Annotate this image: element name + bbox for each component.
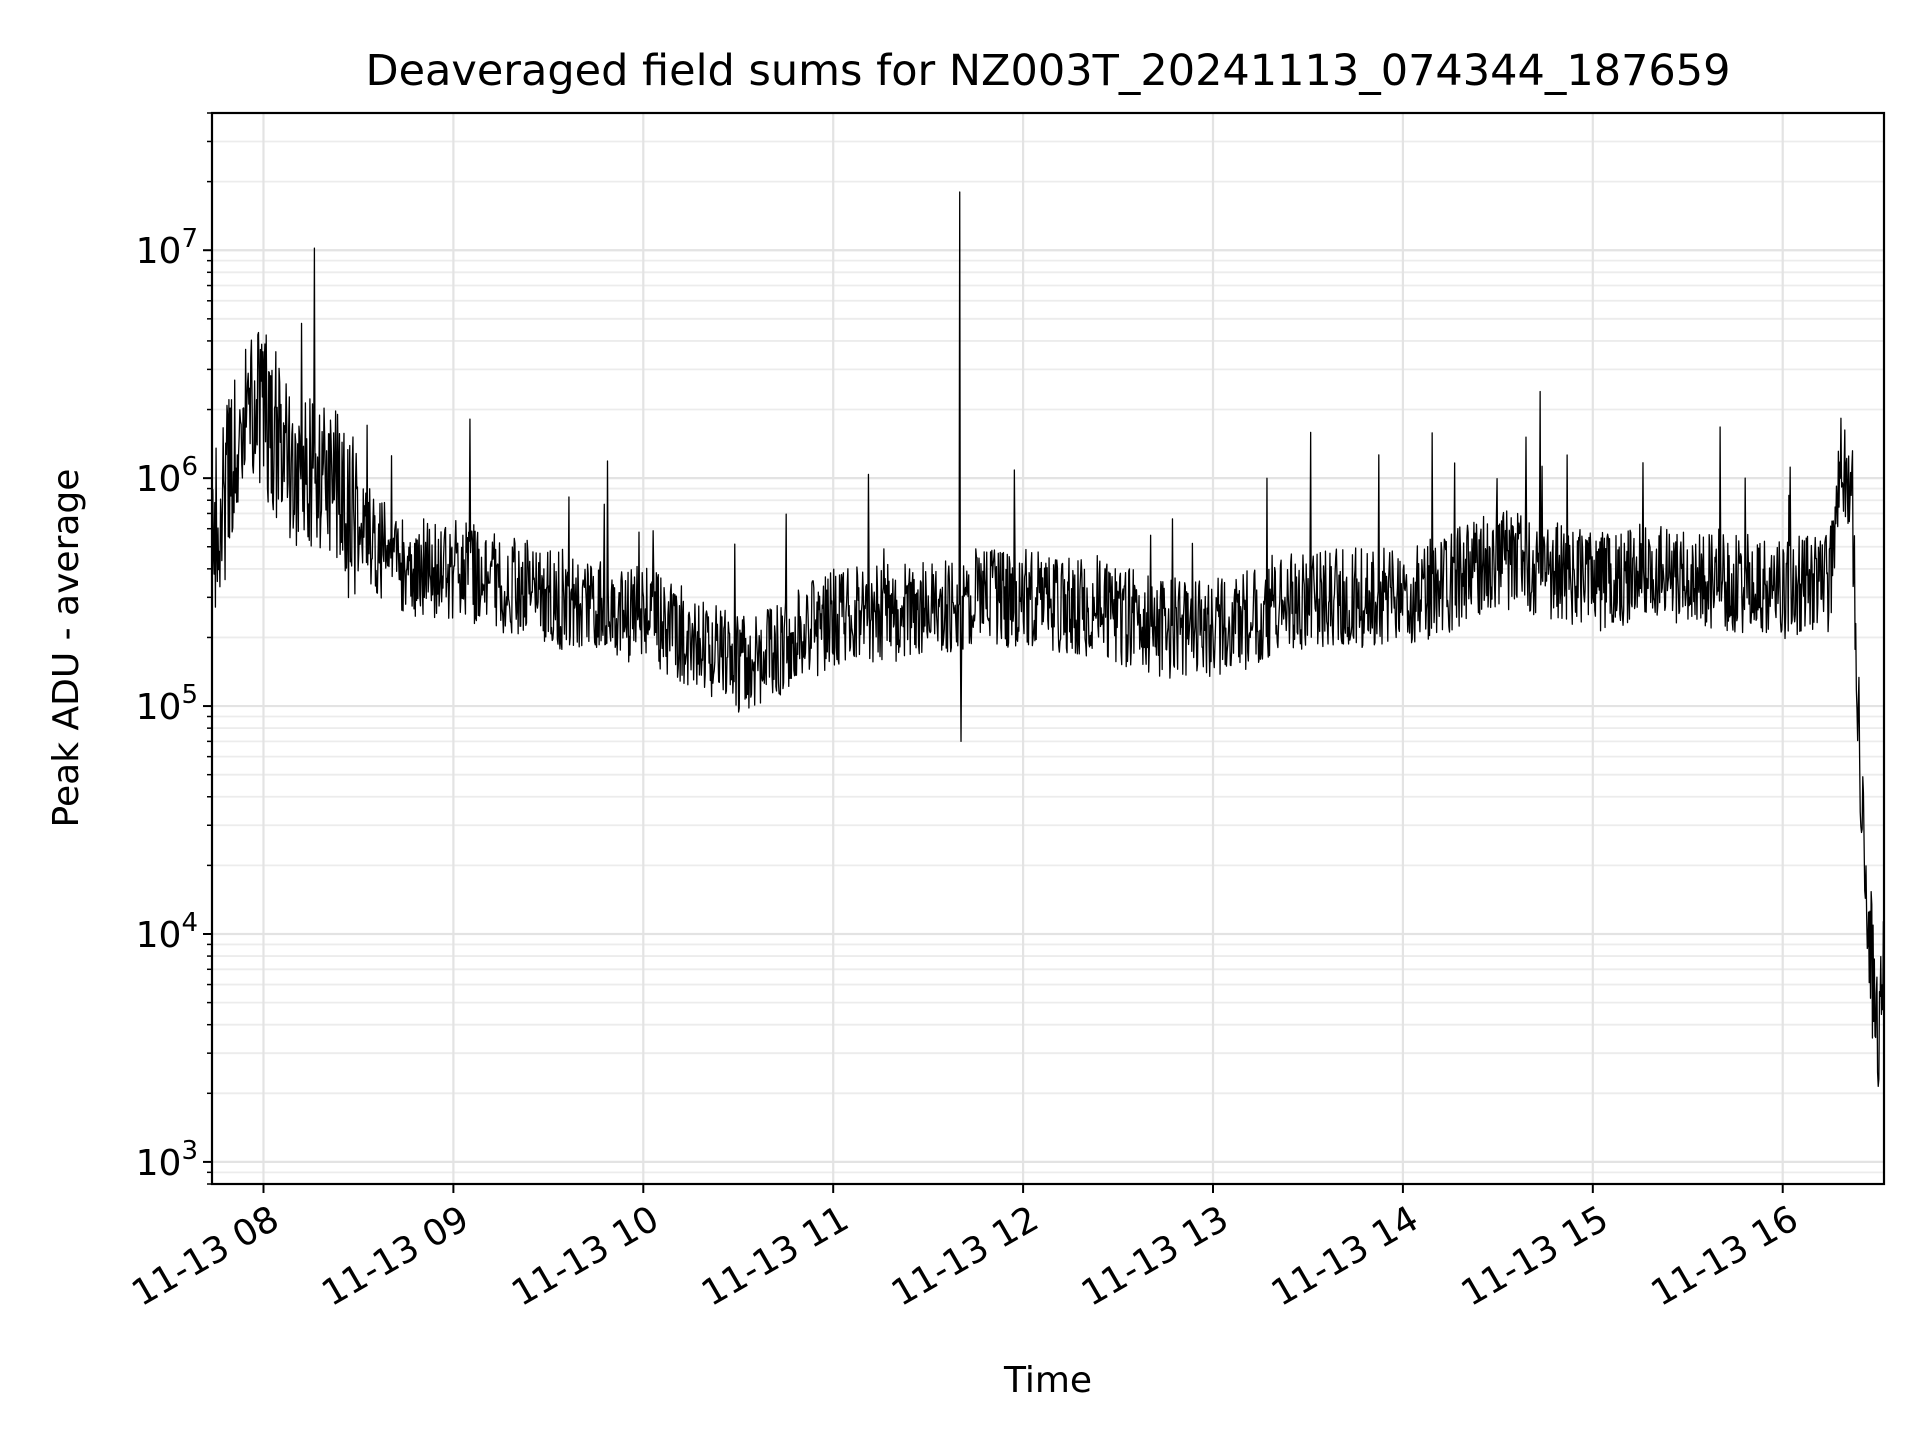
x-tick-label: 11-13 11 [695, 1198, 856, 1314]
x-tick-label: 11-13 08 [125, 1198, 286, 1314]
y-tick-label: 107 [136, 224, 198, 272]
chart-title: Deaveraged field sums for NZ003T_2024111… [365, 46, 1730, 96]
y-tick-label: 105 [136, 680, 198, 728]
x-tick-label: 11-13 15 [1455, 1198, 1616, 1314]
y-tick-label: 104 [136, 908, 198, 956]
x-tick-label: 11-13 16 [1645, 1198, 1806, 1314]
plot-frame [210, 111, 1886, 1186]
x-axis-label: Time [1003, 1360, 1092, 1401]
y-axis-label: Peak ADU - average [46, 469, 87, 828]
x-tick-label: 11-13 12 [885, 1198, 1046, 1314]
x-tick-label: 11-13 10 [505, 1198, 666, 1314]
x-tick-label: 11-13 09 [315, 1198, 476, 1314]
y-tick-label: 103 [136, 1136, 198, 1184]
y-tick-label: 106 [136, 452, 198, 500]
x-tick-label: 11-13 13 [1075, 1198, 1236, 1314]
grid [212, 112, 1884, 1185]
x-tick-label: 11-13 14 [1265, 1198, 1426, 1314]
series-line [212, 191, 1885, 1088]
series-layer [212, 191, 1885, 1088]
